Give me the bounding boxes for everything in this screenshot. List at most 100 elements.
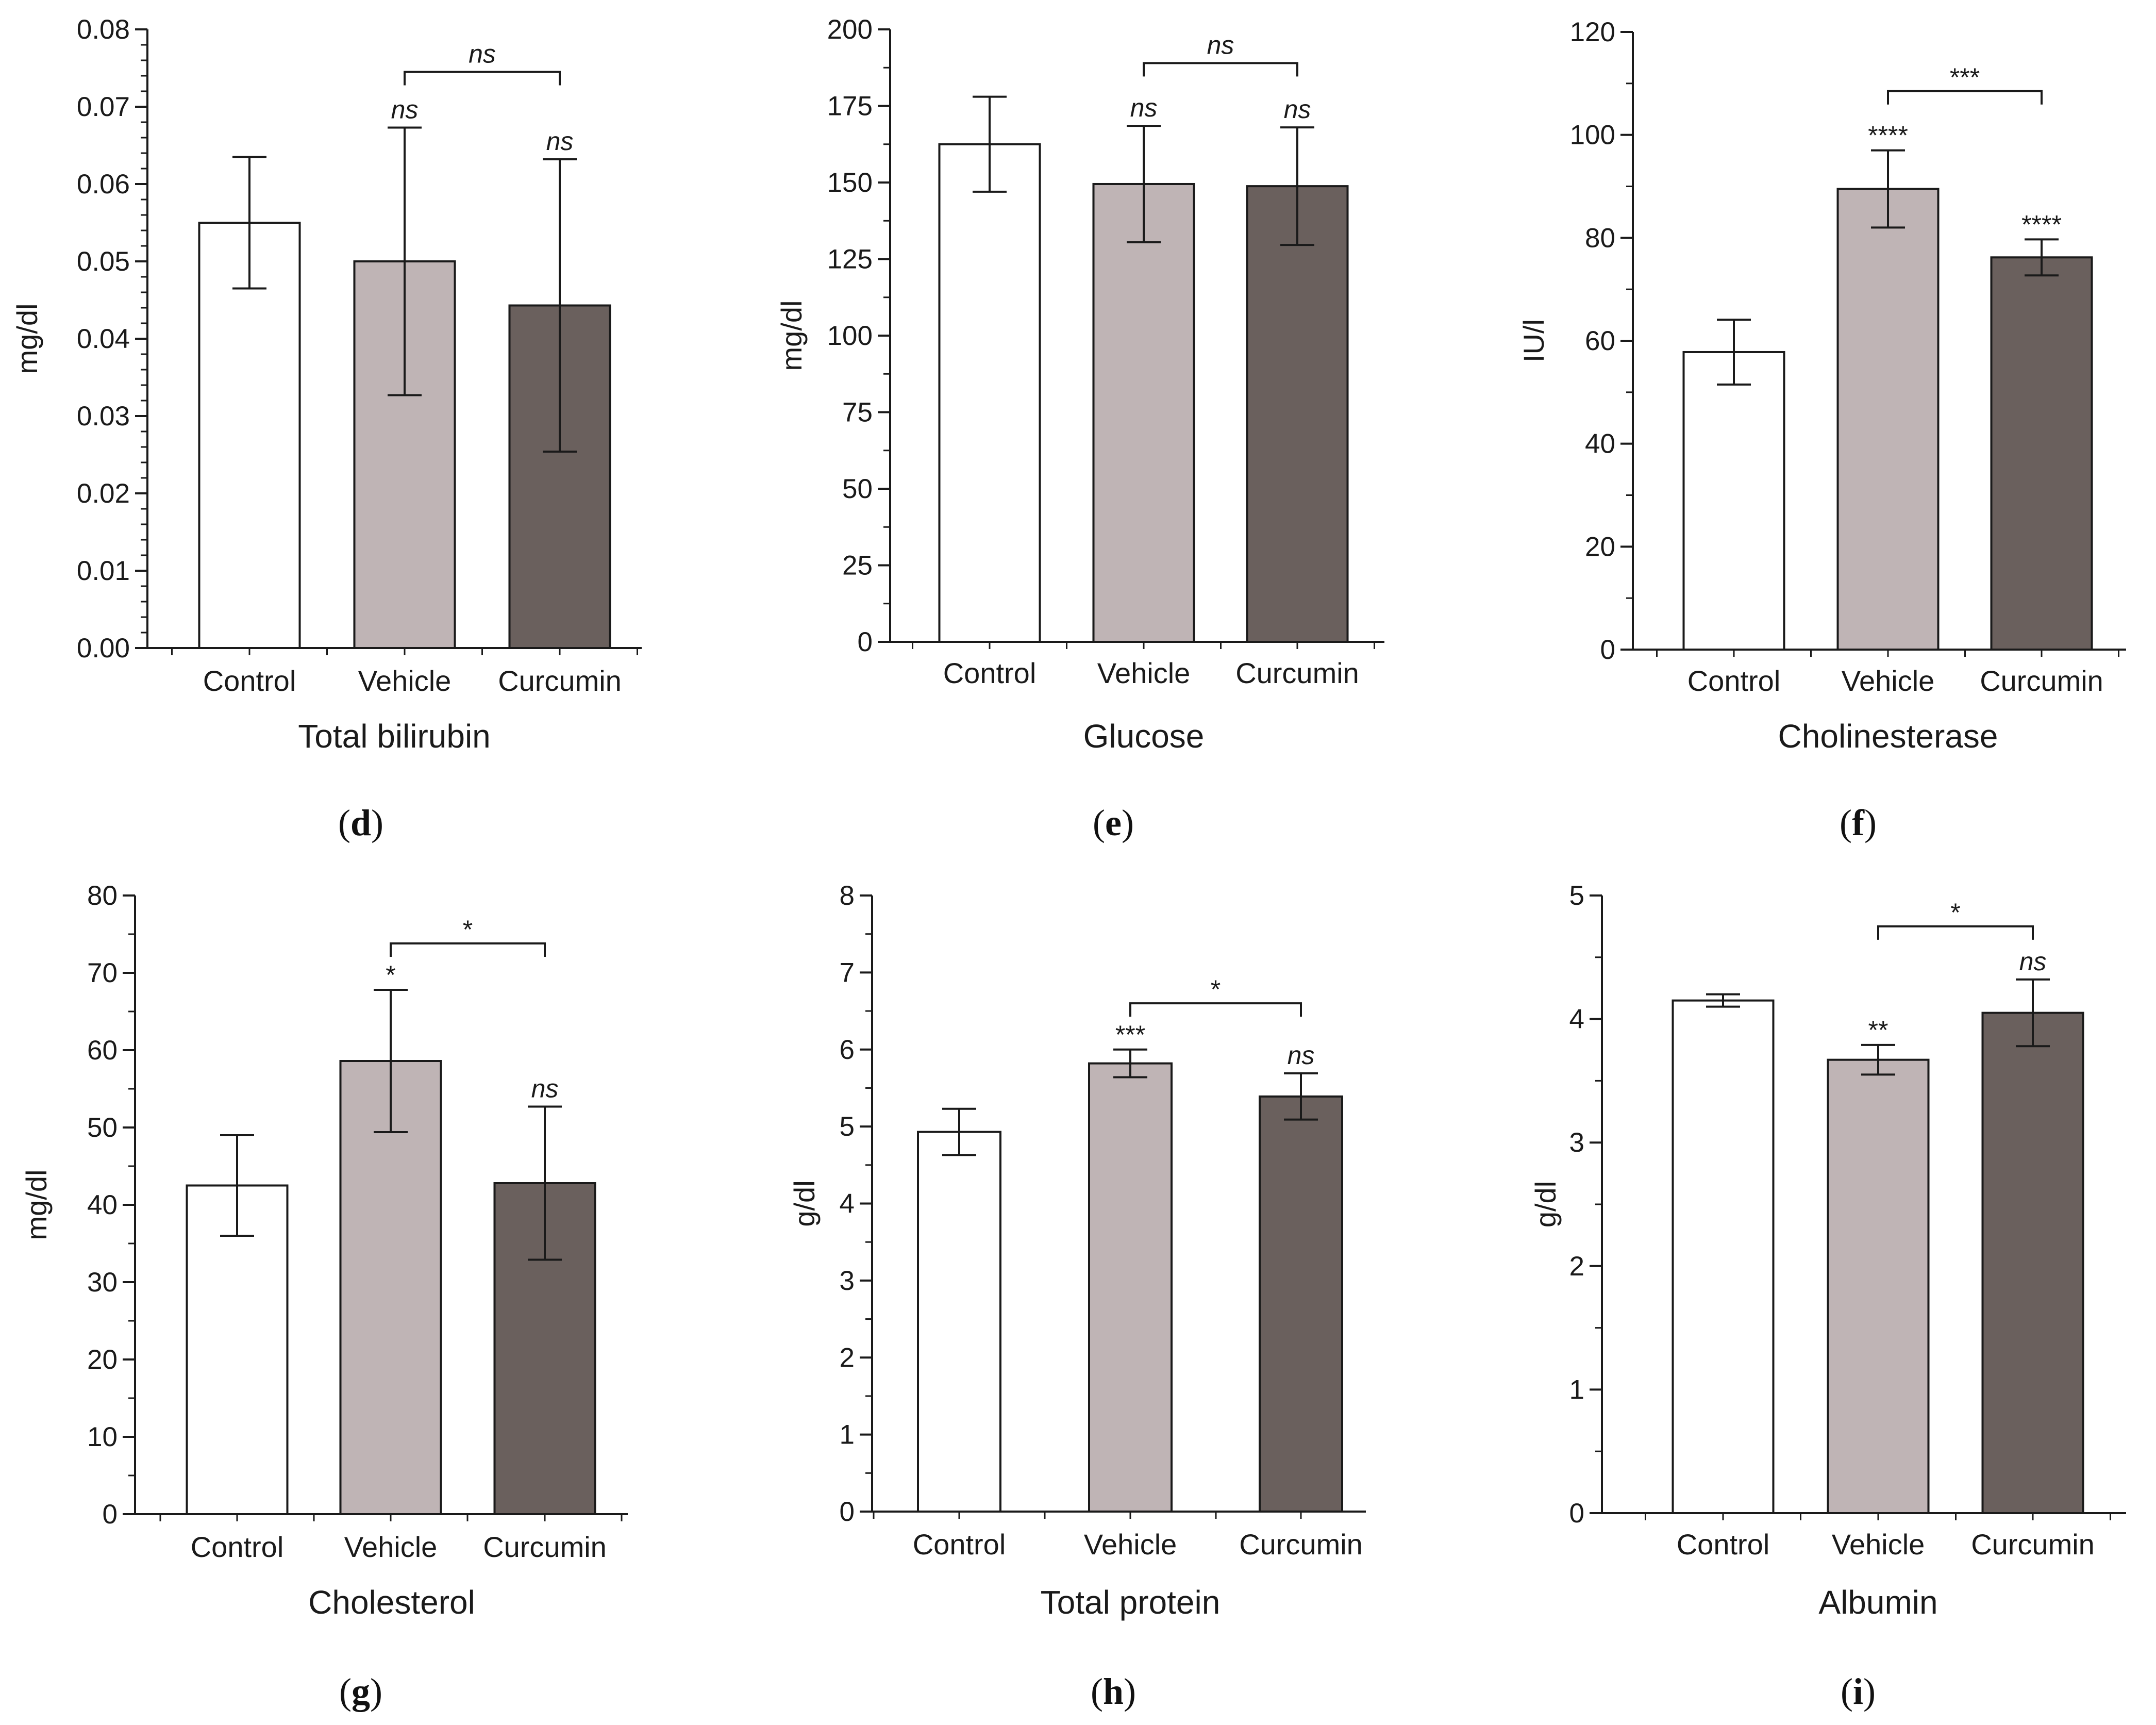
y-tick-label: 20 <box>87 1345 118 1375</box>
category-label: Curcumin <box>498 665 622 697</box>
y-tick-label: 50 <box>842 474 873 504</box>
significance-marker: ns <box>1130 93 1158 122</box>
panel-label-paren-open: ( <box>339 1671 352 1712</box>
category-label: Vehicle <box>1084 1528 1177 1561</box>
y-tick-label: 0.02 <box>77 478 130 509</box>
bar-curcumin <box>1990 256 2093 651</box>
chart-title: Total bilirubin <box>298 718 491 755</box>
y-tick-label: 80 <box>1585 223 1615 253</box>
y-axis-title: g/dl <box>788 1180 821 1226</box>
y-tick-label: 125 <box>827 244 873 275</box>
y-tick-label: 1 <box>840 1420 855 1450</box>
y-tick-label: 0.01 <box>77 556 130 586</box>
y-tick-label: 0.00 <box>77 633 130 664</box>
y-tick-label: 4 <box>840 1189 855 1219</box>
y-tick-label: 200 <box>827 14 873 45</box>
y-axis-title: mg/dl <box>775 301 808 371</box>
chart-title: Total protein <box>1041 1584 1221 1621</box>
comparison-label: * <box>463 915 473 944</box>
category-label: Vehicle <box>1097 657 1191 689</box>
panel-label: (e) <box>1093 802 1134 843</box>
y-tick-label: 75 <box>842 397 873 428</box>
bar-control <box>1682 351 1785 651</box>
y-tick-label: 0.04 <box>77 324 130 354</box>
comparison-bracket <box>1129 1002 1302 1017</box>
y-tick-label: 0.06 <box>77 169 130 200</box>
category-label: Curcumin <box>1971 1528 2095 1561</box>
y-tick-label: 60 <box>87 1035 118 1066</box>
panel-label-paren-open: ( <box>1093 802 1105 843</box>
comparison-label: ns <box>1207 30 1234 59</box>
panel-label: (d) <box>338 802 383 843</box>
bar-curcumin <box>1259 1095 1343 1513</box>
y-tick-label: 0.07 <box>77 92 130 122</box>
y-tick-label: 100 <box>827 321 873 351</box>
bar-vehicle <box>1827 1058 1930 1514</box>
panel-label-letter: f <box>1852 802 1865 843</box>
chart-panel-e: 0 25 50 75 100 125 150 175 200 Control ns Vehicle ns… <box>775 14 1384 843</box>
panel-label-paren-open: ( <box>1840 802 1852 843</box>
y-tick-label: 40 <box>1585 429 1615 459</box>
y-tick-label: 100 <box>1570 120 1615 151</box>
y-tick-label: 0 <box>1600 635 1615 665</box>
y-tick-label: 0 <box>840 1497 855 1527</box>
panel-label-paren-close: ) <box>370 1671 382 1712</box>
y-tick-label: 175 <box>827 91 873 122</box>
y-tick-label: 0 <box>1569 1498 1584 1529</box>
chart-title: Glucose <box>1083 718 1205 755</box>
panel-label-paren-close: ) <box>371 802 383 843</box>
y-tick-label: 0 <box>103 1499 118 1530</box>
panel-label-paren-close: ) <box>1863 1671 1876 1712</box>
category-label: Control <box>913 1528 1006 1561</box>
comparison-bracket <box>1143 62 1298 77</box>
y-tick-label: 4 <box>1569 1004 1584 1035</box>
y-tick-label: 3 <box>840 1266 855 1296</box>
category-label: Control <box>203 665 296 697</box>
significance-marker: ns <box>531 1074 559 1103</box>
category-label: Control <box>1677 1528 1770 1561</box>
y-tick-label: 1 <box>1569 1374 1584 1405</box>
y-tick-label: 25 <box>842 551 873 581</box>
category-label: Vehicle <box>344 1531 438 1563</box>
y-axis-title: mg/dl <box>20 1170 53 1240</box>
category-label: Vehicle <box>358 665 452 697</box>
category-label: Control <box>1687 665 1781 697</box>
comparison-bracket <box>404 71 561 86</box>
y-tick-label: 150 <box>827 168 873 198</box>
chart-panel-h: 0 1 2 3 4 5 6 7 8 Control *** Vehicle ns Curcumin * g/d… <box>788 881 1366 1712</box>
category-label: Control <box>943 657 1037 689</box>
bar-vehicle <box>1836 188 1940 651</box>
y-tick-label: 0.05 <box>77 246 130 277</box>
y-tick-label: 30 <box>87 1267 118 1298</box>
category-label: Curcumin <box>1980 665 2103 697</box>
bar-vehicle <box>1092 183 1195 643</box>
y-axis-title: g/dl <box>1529 1181 1562 1228</box>
significance-marker: **** <box>1868 121 1908 150</box>
significance-marker: *** <box>1115 1020 1145 1049</box>
bar-control <box>186 1184 289 1515</box>
category-label: Curcumin <box>1235 657 1359 689</box>
y-tick-label: 60 <box>1585 326 1615 356</box>
panel-label: (h) <box>1091 1671 1136 1712</box>
panel-label-letter: e <box>1105 802 1122 843</box>
y-axis-title: IU/l <box>1517 319 1550 362</box>
bar-vehicle <box>1088 1062 1173 1513</box>
y-tick-label: 40 <box>87 1190 118 1220</box>
panel-label: (i) <box>1841 1671 1876 1712</box>
comparison-label: * <box>1211 975 1221 1004</box>
panel-label-paren-open: ( <box>338 802 350 843</box>
comparison-bracket <box>1877 925 2034 940</box>
category-label: Vehicle <box>1832 1528 1925 1561</box>
category-label: Vehicle <box>1842 665 1935 697</box>
comparison-label: *** <box>1950 63 1980 92</box>
category-label: Control <box>191 1531 284 1563</box>
bar-control <box>198 222 301 649</box>
y-tick-label: 7 <box>840 957 855 988</box>
panel-label-paren-close: ) <box>1122 802 1134 843</box>
y-tick-label: 2 <box>840 1342 855 1373</box>
panel-label-letter: d <box>350 802 371 843</box>
y-tick-label: 3 <box>1569 1127 1584 1158</box>
panel-label-letter: g <box>352 1671 370 1712</box>
